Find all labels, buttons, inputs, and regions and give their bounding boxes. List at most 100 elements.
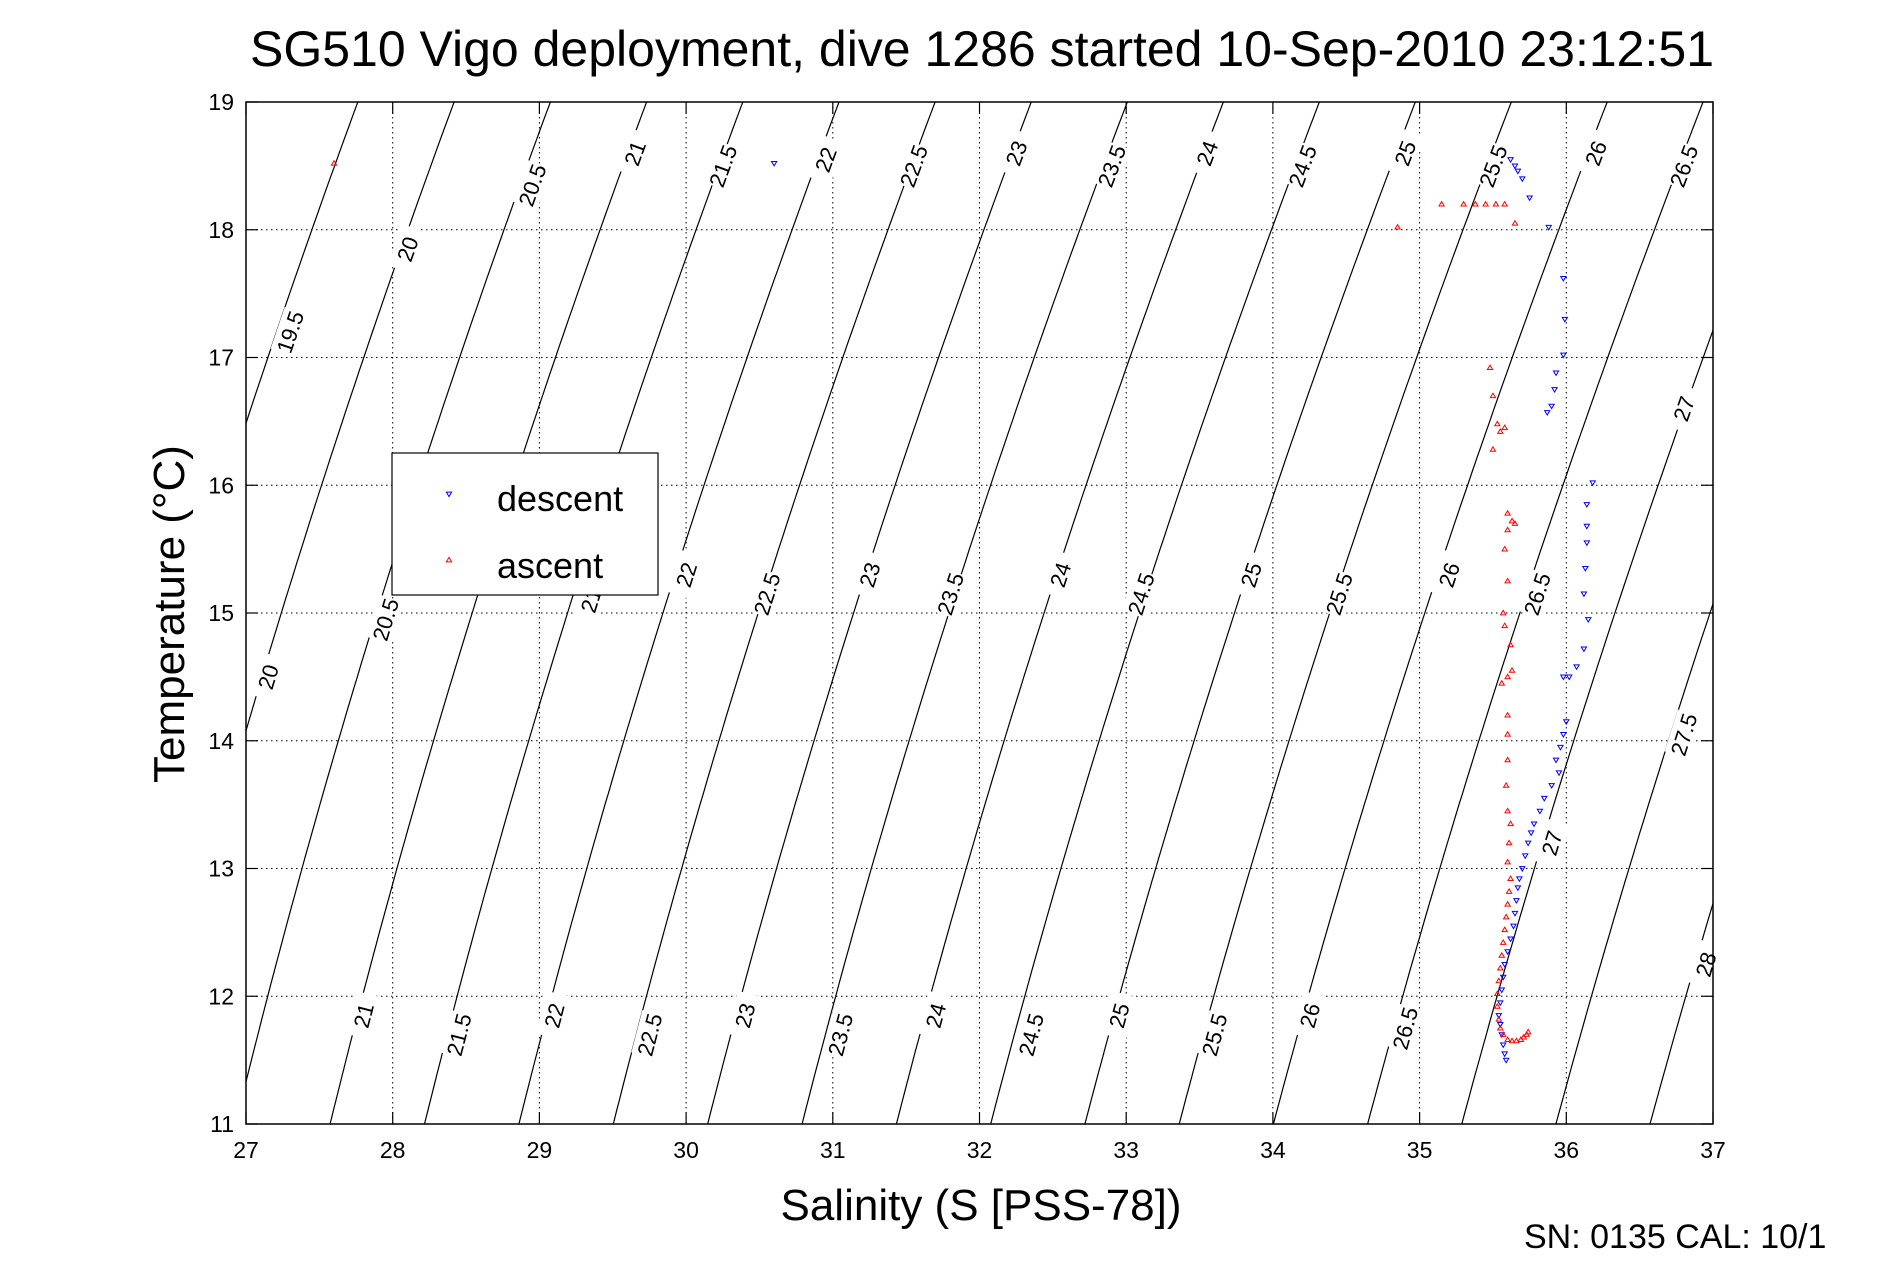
- descent-point: [1552, 370, 1560, 377]
- ascent-point: [1496, 964, 1504, 971]
- contour-label-bg: [747, 568, 786, 619]
- descent-point: [1580, 591, 1588, 598]
- ascent-point: [1486, 364, 1494, 371]
- contour-label: 26.5: [1388, 1004, 1424, 1052]
- density-contour-line: [801, 102, 1128, 1124]
- y-tick-label: 17: [208, 345, 234, 371]
- descent-point: [1511, 163, 1519, 170]
- contour-label: 26.5: [1519, 570, 1556, 619]
- descent-point: [1499, 974, 1507, 981]
- descent-point: [1583, 540, 1591, 547]
- contour-label: 22.5: [895, 142, 933, 191]
- descent-point: [1561, 316, 1569, 323]
- ascent-point: [1504, 526, 1512, 533]
- density-contour-line: [990, 102, 1320, 1124]
- chart-title: SG510 Vigo deployment, dive 1286 started…: [250, 21, 1714, 77]
- contour-label-bg: [535, 990, 573, 1040]
- ascent-point: [1505, 887, 1513, 894]
- ascent-point: [1507, 820, 1515, 827]
- contour-label: 21.5: [442, 1011, 477, 1059]
- ascent-point: [1501, 926, 1509, 933]
- ascent-point: [1524, 1028, 1532, 1035]
- descent-point: [1552, 757, 1560, 764]
- contour-label: 20.5: [514, 161, 552, 210]
- descent-point: [770, 161, 778, 167]
- descent-point: [1504, 949, 1512, 956]
- contour-label-bg: [1664, 383, 1704, 434]
- descent-point: [1501, 961, 1509, 968]
- contour-label-bg: [387, 223, 427, 274]
- contour-label-bg: [440, 1010, 477, 1060]
- descent-point: [1499, 1042, 1507, 1049]
- contour-label-bg: [1664, 709, 1703, 760]
- y-tick-label: 19: [208, 89, 234, 115]
- ascent-point: [1489, 445, 1497, 452]
- descent-point: [1495, 1013, 1503, 1019]
- x-tick-label: 31: [820, 1137, 846, 1163]
- contour-label-bg: [931, 568, 970, 619]
- ascent-point: [1502, 781, 1510, 788]
- y-tick-label: 14: [208, 728, 234, 754]
- ascent-point: [1489, 392, 1497, 399]
- density-contour-line: [612, 102, 936, 1124]
- x-tick-label: 33: [1113, 1137, 1139, 1163]
- descent-point: [1548, 403, 1556, 410]
- contour-label: 24.5: [1123, 570, 1160, 618]
- descent-point: [1559, 275, 1567, 282]
- contour-label-bg: [1319, 568, 1359, 619]
- legend-marker-ascent: [445, 556, 453, 563]
- contour-label-bg: [667, 549, 706, 600]
- descent-point: [1589, 480, 1597, 487]
- descent-point: [1498, 987, 1506, 994]
- y-tick-label: 16: [208, 472, 234, 498]
- contour-label: 27.5: [1666, 710, 1703, 758]
- ascent-point: [1493, 1002, 1501, 1009]
- ascent-point: [1504, 509, 1512, 516]
- ascent-point: [1504, 730, 1512, 737]
- contour-label: 25.5: [1474, 142, 1513, 191]
- contour-label-bg: [631, 1009, 668, 1060]
- contour-label: 24.5: [1284, 142, 1322, 191]
- series-layer: [330, 157, 1597, 1064]
- contour-label-bg: [1575, 127, 1616, 179]
- descent-point: [1524, 840, 1532, 847]
- y-tick-label: 15: [208, 600, 234, 626]
- contour-label: 22.5: [632, 1011, 667, 1059]
- descent-point: [1565, 674, 1573, 681]
- x-tick-label: 35: [1407, 1137, 1433, 1163]
- ascent-point: [1493, 420, 1501, 427]
- contour-label-bg: [614, 127, 655, 179]
- contour-label: 21: [349, 1001, 379, 1031]
- descent-point: [1526, 195, 1534, 202]
- descent-point: [1518, 866, 1526, 873]
- contour-label-bg: [1291, 990, 1328, 1041]
- contour-label-bg: [1687, 939, 1725, 990]
- contour-label-bg: [893, 140, 934, 192]
- ascent-point: [1504, 858, 1512, 865]
- x-tick-label: 36: [1554, 1137, 1580, 1163]
- series-ascent: [330, 159, 1532, 1044]
- ascent-point: [1498, 951, 1506, 958]
- descent-point: [1580, 646, 1588, 653]
- ascent-point: [1498, 679, 1506, 686]
- descent-point: [1496, 1000, 1504, 1007]
- ascent-point: [1511, 219, 1519, 226]
- series-descent: [770, 157, 1597, 1064]
- descent-point: [1507, 936, 1515, 943]
- x-tick-label: 32: [967, 1137, 993, 1163]
- descent-point: [1521, 853, 1529, 860]
- contour-label-bg: [345, 990, 382, 1040]
- ascent-point: [1504, 711, 1512, 718]
- contour-label-bg: [1091, 140, 1132, 192]
- contour-label: 22.5: [749, 570, 786, 618]
- ascent-point: [1507, 641, 1515, 648]
- contour-label-bg: [366, 594, 405, 645]
- ascent-point: [1501, 545, 1509, 552]
- density-contour-line: [1555, 601, 1713, 1124]
- contour-label: 26.5: [1665, 142, 1704, 191]
- contour-label: 19.5: [272, 308, 309, 357]
- ascent-point: [1394, 223, 1402, 230]
- contour-label: 23.5: [1093, 142, 1131, 191]
